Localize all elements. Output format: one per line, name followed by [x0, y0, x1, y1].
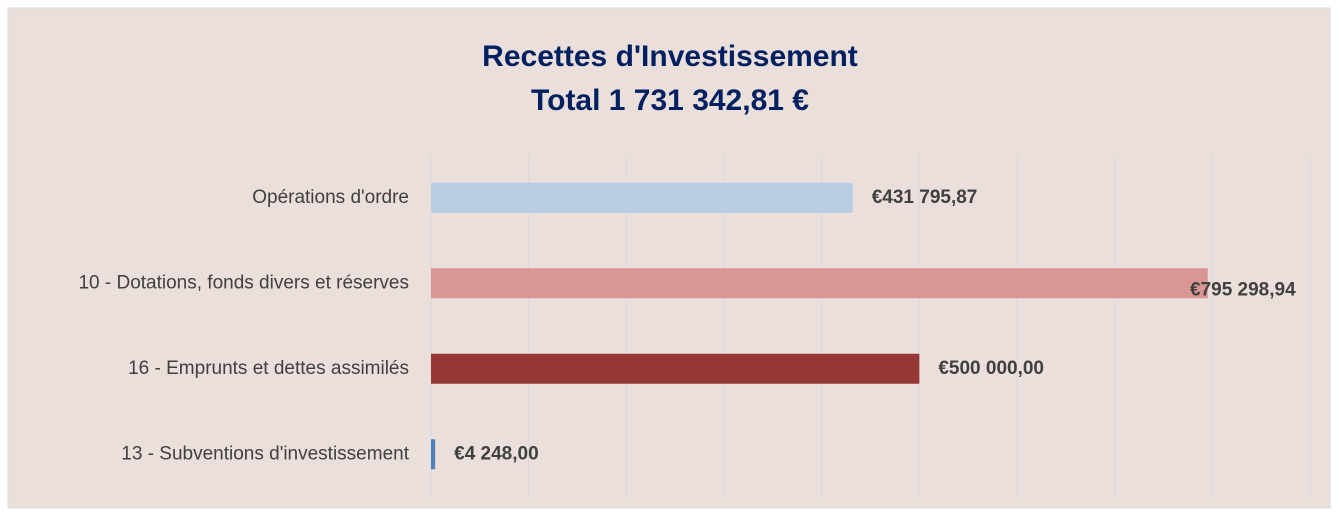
bar: [431, 182, 853, 213]
y-tick-label: 13 - Subventions d'investissement: [121, 443, 409, 464]
bar: [431, 268, 1208, 299]
y-tick-label: 16 - Emprunts et dettes assimilés: [128, 358, 409, 379]
chart-subtitle: Total 1 731 342,81 €: [531, 84, 809, 117]
bar: [431, 439, 436, 470]
data-label: €4 248,00: [454, 443, 539, 464]
chart-title: Recettes d'Investissement: [482, 40, 858, 73]
data-label: €500 000,00: [938, 358, 1044, 379]
y-tick-label: Opérations d'ordre: [252, 187, 409, 208]
y-tick-label: 10 - Dotations, fonds divers et réserves: [78, 272, 409, 293]
chart-background: [7, 7, 1331, 509]
bar: [431, 353, 920, 384]
data-label: €431 795,87: [872, 187, 978, 208]
data-label: €795 298,94: [1190, 279, 1296, 300]
